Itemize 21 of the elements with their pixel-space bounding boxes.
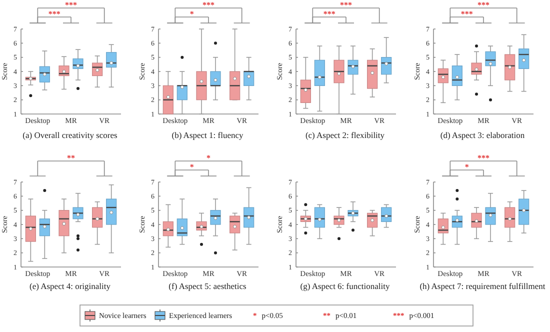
- text: ***: [202, 0, 214, 10]
- text: *: [206, 154, 210, 162]
- text: (b) Aspect 1: fluency: [172, 130, 244, 140]
- text: ***: [323, 10, 336, 18]
- text: (a) Overall creativity scores: [22, 130, 118, 140]
- text: *: [190, 162, 194, 172]
- text: *: [190, 10, 194, 18]
- text: ***: [478, 154, 490, 162]
- text: (c) Aspect 2: flexibility: [305, 130, 386, 140]
- text: **: [67, 154, 75, 162]
- text: (d) Aspect 3: elaboration: [440, 130, 526, 140]
- text: ***: [478, 0, 490, 10]
- text: ***: [340, 0, 352, 10]
- text: ***: [48, 10, 60, 18]
- text: *: [464, 162, 469, 172]
- text: ***: [65, 0, 77, 10]
- text: (f) Aspect 5: aesthetics: [168, 281, 246, 291]
- text: (e) Aspect 4: originality: [30, 281, 112, 291]
- text: (h) Aspect 7: requirement fulfillment: [420, 281, 546, 291]
- text: (g) Aspect 6: functionality: [300, 281, 390, 291]
- text: ***: [460, 10, 473, 18]
